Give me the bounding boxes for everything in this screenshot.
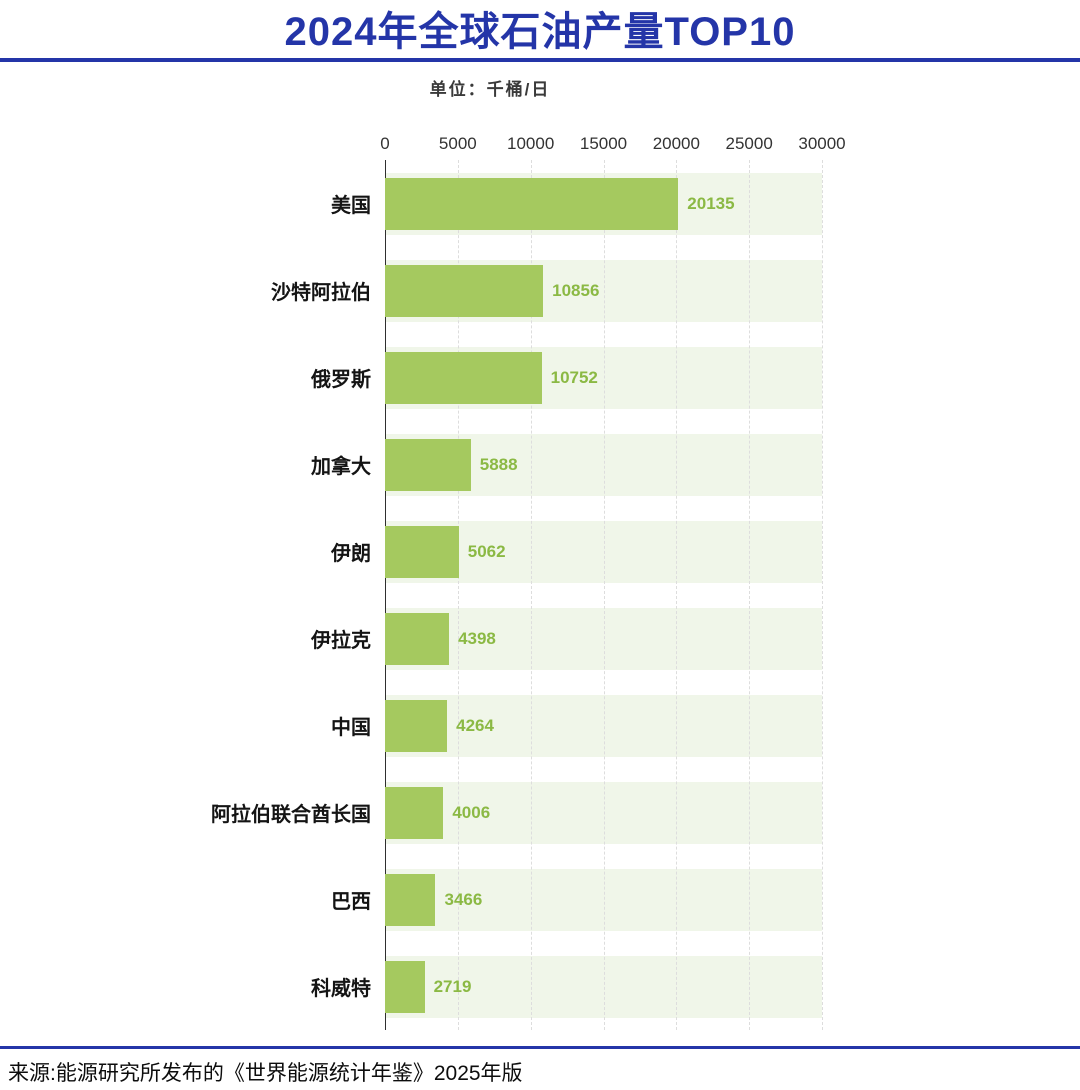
chart-row: 科威特 2719: [0, 943, 822, 1030]
grid-line: [822, 160, 823, 1030]
category-label: 俄罗斯: [311, 369, 371, 391]
category-label: 巴西: [331, 891, 371, 913]
page-title: 2024年全球石油产量TOP10: [284, 10, 796, 54]
value-label: 3466: [444, 889, 483, 909]
x-axis: 0 5000 10000 15000 20000 25000 30000: [380, 108, 845, 160]
category-label: 加拿大: [311, 456, 371, 478]
value-label: 4264: [456, 715, 494, 735]
value-label: 4398: [458, 628, 496, 648]
bar: [385, 699, 448, 752]
bar-track: 2719: [385, 943, 822, 1030]
row-stripe: [385, 607, 822, 670]
bar: [385, 960, 425, 1013]
unit-label: 单位：千桶/日: [429, 80, 551, 99]
category-label: 阿拉伯联合酋长国: [211, 804, 371, 826]
category-label: 沙特阿拉伯: [271, 282, 371, 304]
x-axis-tick: 20000: [652, 134, 700, 153]
x-axis-tick: 5000: [438, 134, 477, 153]
category-label: 伊拉克: [311, 630, 371, 652]
category-label: 美国: [331, 195, 371, 217]
chart-row: 伊拉克 4398: [0, 595, 822, 682]
value-label: 20135: [687, 193, 735, 213]
chart-row: 巴西 3466: [0, 856, 822, 943]
bar: [385, 351, 542, 404]
bar-track: 3466: [385, 856, 822, 943]
chart-row: 俄罗斯 10752: [0, 334, 822, 421]
chart-row: 中国 4264: [0, 682, 822, 769]
x-axis-tick: 10000: [507, 134, 555, 153]
x-axis-tick: 15000: [579, 134, 628, 153]
x-axis-tick: 30000: [798, 134, 846, 153]
chart-row: 加拿大 5888: [0, 421, 822, 508]
bar-track: 5888: [385, 421, 822, 508]
bar: [385, 786, 444, 839]
x-axis-tick: 0: [380, 134, 390, 153]
source-text: 来源:能源研究所发布的《世界能源统计年鉴》2025年版: [8, 1062, 523, 1085]
bar-track: 4398: [385, 595, 822, 682]
bar-track: 4006: [385, 769, 822, 856]
bar: [385, 438, 471, 491]
category-label: 伊朗: [331, 543, 371, 565]
chart-row: 阿拉伯联合酋长国 4006: [0, 769, 822, 856]
value-label: 5062: [467, 541, 506, 561]
value-label: 5888: [479, 454, 518, 474]
bar-track: 10856: [385, 247, 822, 334]
value-label: 4006: [452, 802, 491, 822]
row-stripe: [385, 694, 822, 757]
bar-track: 20135: [385, 160, 822, 247]
row-stripe: [385, 781, 822, 844]
top-divider: [0, 58, 1080, 62]
x-axis-tick: 25000: [725, 134, 773, 153]
plot-area: 美国 20135 沙特阿拉伯 10856 俄罗斯 10752 加拿大 5888 伊朗 5062 伊拉…: [0, 160, 823, 1030]
bar: [385, 612, 450, 665]
bar: [385, 525, 459, 578]
chart-rows: 美国 20135 沙特阿拉伯 10856 俄罗斯 10752 加拿大 5888 伊朗 5062 伊拉…: [0, 160, 822, 1030]
chart-row: 沙特阿拉伯 10856: [0, 247, 822, 334]
bar: [385, 873, 436, 926]
bar: [385, 177, 679, 230]
bar: [385, 264, 544, 317]
category-label: 科威特: [311, 978, 371, 1000]
bar-track: 5062: [385, 508, 822, 595]
chart-row: 美国 20135: [0, 160, 822, 247]
bar-chart: 0 5000 10000 15000 20000 25000 30000 美国 20135 沙特…: [0, 108, 846, 1030]
value-label: 10752: [550, 367, 598, 387]
bar-track: 10752: [385, 334, 822, 421]
chart-row: 伊朗 5062: [0, 508, 822, 595]
bottom-divider: [0, 1046, 1080, 1049]
bar-track: 4264: [385, 682, 822, 769]
value-label: 10856: [552, 280, 600, 300]
category-label: 中国: [331, 717, 371, 739]
value-label: 2719: [433, 976, 472, 996]
page: 2024年全球石油产量TOP10 单位：千桶/日 0 5000 10000 15000…: [0, 8, 1080, 1090]
